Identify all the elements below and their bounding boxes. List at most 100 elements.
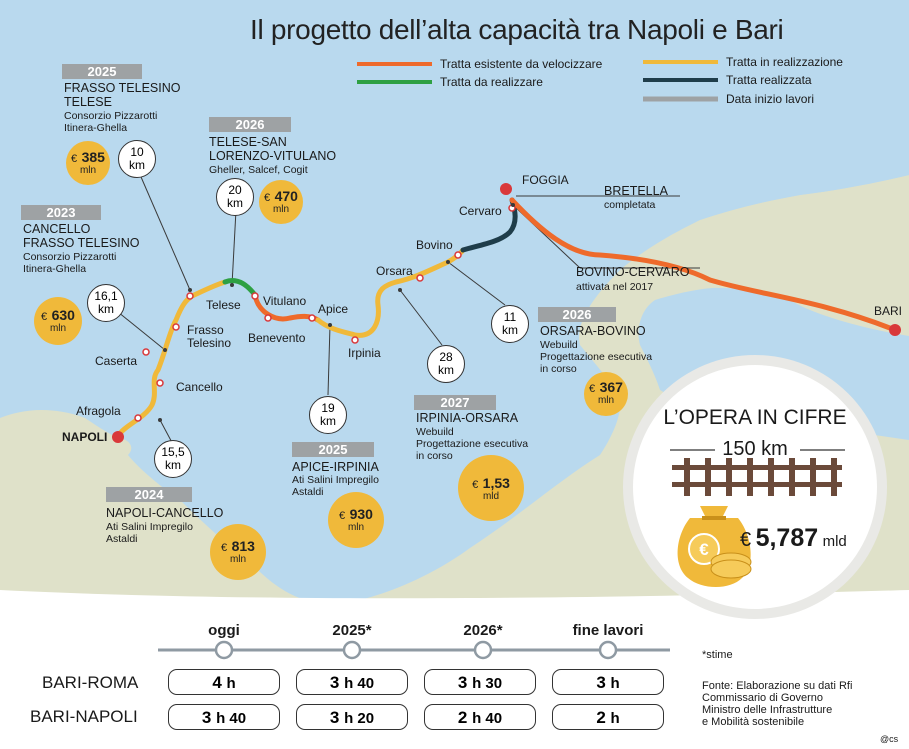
source-line: Commissario di Governo: [702, 692, 824, 704]
legend-to-build: Tratta da realizzare: [440, 75, 543, 89]
lot-contractor: Astaldi: [106, 533, 138, 545]
cost-coin: € 1,53 mld: [458, 455, 524, 521]
money-bag-icon: €: [677, 506, 752, 587]
lot-year: 2026: [538, 307, 616, 322]
lot-year: 2023: [21, 205, 101, 220]
lot-name: ORSARA-BOVINO: [540, 324, 646, 338]
summary-total: € 5,787 mld: [740, 524, 847, 552]
station-bari: BARI: [874, 304, 903, 318]
lot-name: LORENZO-VITULANO: [209, 149, 337, 163]
lot-contractor: Webuild: [540, 339, 578, 351]
lot-year: 2026: [209, 117, 291, 132]
lot-name: NAPOLI-CANCELLO: [106, 506, 224, 520]
station-telesino: Telesino: [187, 336, 232, 350]
cost-coin: € 630 mln: [34, 297, 82, 345]
timeline-col-end: fine lavori: [572, 622, 644, 639]
km-badge: 15,5 km: [154, 440, 192, 478]
source-line: Ministro delle Infrastrutture: [702, 704, 833, 716]
svg-text:€: €: [699, 540, 709, 559]
travel-time-cell: 2 h 40: [424, 704, 536, 730]
travel-time-cell: 3 h 20: [296, 704, 408, 730]
summary-title: L’OPERA IN CIFRE: [663, 406, 847, 429]
footnote-estimates: *stime: [702, 649, 733, 661]
lot-contractor: Gheller, Salcef, Cogit: [209, 164, 308, 176]
station-napoli: NAPOLI: [62, 430, 108, 444]
bovino-cervaro-label: BOVINO-CERVARO: [576, 265, 690, 279]
lot-contractor: Itinera-Ghella: [23, 263, 87, 275]
station-irpinia: Irpinia: [348, 346, 381, 360]
travel-time-cell: 3 h 30: [424, 669, 536, 695]
travel-time-cell: 3 h: [552, 669, 664, 695]
station-telese: Telese: [206, 298, 241, 312]
km-badge: 20 km: [216, 178, 254, 216]
lot-contractor: Webuild: [416, 426, 454, 438]
station-vitulano: Vitulano: [263, 294, 307, 308]
cost-coin: € 385 mln: [66, 141, 110, 185]
lot-year: 2024: [106, 487, 192, 502]
lot-name: APICE-IRPINIA: [292, 460, 379, 474]
lot-status: Progettazione esecutiva: [416, 438, 529, 450]
station-cancello: Cancello: [176, 380, 223, 394]
source-line: e Mobilità sostenibile: [702, 716, 805, 728]
lot-contractor: Consorzio Pizzarotti: [23, 251, 117, 263]
km-badge: 10 km: [118, 140, 156, 178]
lot-contractor: Consorzio Pizzarotti: [64, 110, 158, 122]
lot-name: FRASSO TELESINO: [64, 81, 181, 95]
km-badge: 19 km: [309, 396, 347, 434]
cost-coin: € 813 mln: [210, 524, 266, 580]
station-apice: Apice: [318, 302, 349, 316]
lot-contractor: Itinera-Ghella: [64, 122, 128, 134]
timeline-col-2025: 2025*: [332, 622, 372, 639]
station-benevento: Benevento: [248, 331, 306, 345]
source-line: Fonte: Elaborazione su dati Rfi: [702, 680, 853, 692]
cost-coin: € 367 mln: [584, 372, 628, 416]
lot-status: Progettazione esecutiva: [540, 351, 653, 363]
lot-name: IRPINIA-ORSARA: [416, 411, 519, 425]
km-badge: 28 km: [427, 345, 465, 383]
station-bovino: Bovino: [416, 238, 453, 252]
page-title: Il progetto dell’alta capacità tra Napol…: [250, 14, 784, 45]
bretella-status: completata: [604, 199, 656, 211]
lot-contractor: Ati Salini Impregilo: [106, 521, 193, 533]
travel-time-cell: 4 h: [168, 669, 280, 695]
legend-completed: Tratta realizzata: [726, 73, 812, 87]
lot-name: FRASSO TELESINO: [23, 236, 140, 250]
travel-time-cell: 3 h 40: [296, 669, 408, 695]
track-icon: [672, 458, 842, 496]
travel-time-cell: 3 h 40: [168, 704, 280, 730]
lot-status: in corso: [416, 450, 453, 462]
legend-start-date: Data inizio lavori: [726, 92, 815, 106]
lot-year: 2027: [414, 395, 496, 410]
station-afragola: Afragola: [76, 404, 121, 418]
lot-contractor: Ati Salini Impregilo: [292, 474, 379, 486]
legend-in-progress: Tratta in realizzazione: [726, 55, 843, 69]
station-foggia: FOGGIA: [522, 173, 569, 187]
timeline-col-2026: 2026*: [463, 622, 503, 639]
lot-name: TELESE: [64, 95, 112, 109]
lot-name: CANCELLO: [23, 222, 91, 236]
km-badge: 16,1 km: [87, 284, 125, 322]
lot-year: 2025: [62, 64, 142, 79]
lot-name: TELESE-SAN: [209, 135, 287, 149]
credit: @cs: [880, 734, 899, 744]
station-frasso: Frasso: [187, 323, 224, 337]
cost-coin: € 470 mln: [259, 180, 303, 224]
km-badge: 11 km: [491, 305, 529, 343]
bovino-cervaro-status: attivata nel 2017: [576, 281, 654, 293]
summary-length: 150 km: [722, 438, 788, 460]
lot-contractor: Astaldi: [292, 486, 324, 498]
lot-status: in corso: [540, 363, 577, 375]
bretella-label: BRETELLA: [604, 184, 668, 198]
row-label-bari-napoli: BARI-NAPOLI: [30, 707, 138, 726]
row-label-bari-roma: BARI-ROMA: [42, 673, 139, 692]
cost-coin: € 930 mln: [328, 492, 384, 548]
travel-time-cell: 2 h: [552, 704, 664, 730]
station-caserta: Caserta: [95, 354, 138, 368]
station-cervaro: Cervaro: [459, 204, 502, 218]
legend-existing: Tratta esistente da velocizzare: [440, 57, 603, 71]
lot-year: 2025: [292, 442, 374, 457]
station-orsara: Orsara: [376, 264, 413, 278]
timeline-col-today: oggi: [208, 622, 240, 639]
